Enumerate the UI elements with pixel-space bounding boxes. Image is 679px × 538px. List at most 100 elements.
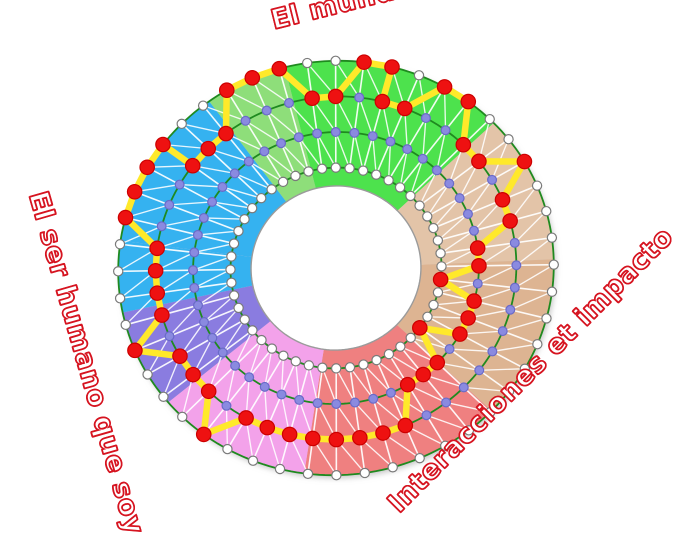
node-selected[interactable] — [433, 272, 447, 286]
node-third-ring[interactable] — [350, 129, 359, 138]
node-outer-ring[interactable] — [542, 314, 551, 323]
node-selected[interactable] — [398, 101, 412, 115]
node-inner-ring[interactable] — [227, 252, 236, 261]
node-selected[interactable] — [150, 241, 164, 255]
node-inner-ring[interactable] — [345, 164, 354, 173]
node-third-ring[interactable] — [418, 154, 427, 163]
node-selected[interactable] — [398, 418, 412, 432]
node-outer-ring[interactable] — [223, 444, 232, 453]
node-third-ring[interactable] — [244, 157, 253, 166]
node-selected[interactable] — [219, 126, 233, 140]
node-outer-ring[interactable] — [464, 426, 473, 435]
node-inner-ring[interactable] — [423, 312, 432, 321]
node-selected[interactable] — [416, 367, 430, 381]
node-second-ring[interactable] — [157, 222, 166, 231]
node-second-ring[interactable] — [510, 238, 519, 247]
node-third-ring[interactable] — [260, 382, 269, 391]
node-third-ring[interactable] — [200, 318, 209, 327]
node-outer-ring[interactable] — [178, 412, 187, 421]
node-selected[interactable] — [376, 426, 390, 440]
node-inner-ring[interactable] — [415, 201, 424, 210]
node-second-ring[interactable] — [488, 347, 497, 356]
node-second-ring[interactable] — [488, 175, 497, 184]
node-selected[interactable] — [305, 91, 319, 105]
node-outer-ring[interactable] — [547, 287, 556, 296]
node-selected[interactable] — [413, 321, 427, 335]
node-third-ring[interactable] — [432, 166, 441, 175]
node-inner-ring[interactable] — [332, 364, 341, 373]
node-outer-ring[interactable] — [177, 119, 186, 128]
node-selected[interactable] — [186, 367, 200, 381]
node-selected[interactable] — [461, 94, 475, 108]
node-inner-ring[interactable] — [437, 262, 446, 271]
node-outer-ring[interactable] — [303, 58, 312, 67]
node-selected[interactable] — [128, 343, 142, 357]
node-second-ring[interactable] — [422, 411, 431, 420]
node-third-ring[interactable] — [351, 398, 360, 407]
node-third-ring[interactable] — [445, 345, 454, 354]
node-inner-ring[interactable] — [226, 265, 235, 274]
node-outer-ring[interactable] — [504, 135, 513, 144]
node-inner-ring[interactable] — [429, 300, 438, 309]
node-second-ring[interactable] — [512, 261, 521, 270]
node-third-ring[interactable] — [193, 231, 202, 240]
node-inner-ring[interactable] — [248, 204, 257, 213]
node-inner-ring[interactable] — [229, 239, 238, 248]
node-outer-ring[interactable] — [159, 392, 168, 401]
node-selected[interactable] — [453, 327, 467, 341]
node-outer-ring[interactable] — [303, 469, 312, 478]
node-inner-ring[interactable] — [345, 363, 354, 372]
node-selected[interactable] — [260, 420, 274, 434]
node-outer-ring[interactable] — [485, 115, 494, 124]
node-outer-ring[interactable] — [248, 456, 257, 465]
node-selected[interactable] — [173, 349, 187, 363]
node-selected[interactable] — [239, 411, 253, 425]
node-selected[interactable] — [472, 154, 486, 168]
node-inner-ring[interactable] — [257, 336, 266, 345]
node-third-ring[interactable] — [369, 394, 378, 403]
node-inner-ring[interactable] — [384, 350, 393, 359]
node-outer-ring[interactable] — [388, 463, 397, 472]
node-second-ring[interactable] — [475, 366, 484, 375]
node-inner-ring[interactable] — [267, 185, 276, 194]
node-outer-ring[interactable] — [441, 441, 450, 450]
node-second-ring[interactable] — [441, 126, 450, 135]
node-inner-ring[interactable] — [429, 224, 438, 233]
node-third-ring[interactable] — [403, 145, 412, 154]
node-third-ring[interactable] — [368, 132, 377, 141]
node-inner-ring[interactable] — [318, 363, 327, 372]
node-inner-ring[interactable] — [291, 171, 300, 180]
node-inner-ring[interactable] — [234, 303, 243, 312]
node-selected[interactable] — [472, 259, 486, 273]
node-inner-ring[interactable] — [317, 164, 326, 173]
node-second-ring[interactable] — [175, 180, 184, 189]
node-selected[interactable] — [353, 431, 367, 445]
node-third-ring[interactable] — [190, 248, 199, 257]
node-selected[interactable] — [201, 384, 215, 398]
node-selected[interactable] — [140, 160, 154, 174]
node-outer-ring[interactable] — [332, 471, 341, 480]
node-second-ring[interactable] — [262, 106, 271, 115]
node-third-ring[interactable] — [194, 301, 203, 310]
node-third-ring[interactable] — [470, 226, 479, 235]
node-selected[interactable] — [357, 55, 371, 69]
node-selected[interactable] — [456, 138, 470, 152]
node-second-ring[interactable] — [165, 332, 174, 341]
node-selected[interactable] — [329, 432, 343, 446]
node-second-ring[interactable] — [241, 116, 250, 125]
node-third-ring[interactable] — [231, 361, 240, 370]
node-outer-ring[interactable] — [486, 408, 495, 417]
node-outer-ring[interactable] — [533, 340, 542, 349]
node-inner-ring[interactable] — [240, 315, 249, 324]
node-inner-ring[interactable] — [395, 183, 404, 192]
node-third-ring[interactable] — [445, 179, 454, 188]
node-third-ring[interactable] — [331, 128, 340, 137]
node-third-ring[interactable] — [208, 198, 217, 207]
node-selected[interactable] — [197, 427, 211, 441]
node-inner-ring[interactable] — [230, 291, 239, 300]
node-third-ring[interactable] — [277, 139, 286, 148]
node-third-ring[interactable] — [473, 279, 482, 288]
node-inner-ring[interactable] — [304, 361, 313, 370]
node-outer-ring[interactable] — [115, 240, 124, 249]
node-outer-ring[interactable] — [520, 364, 529, 373]
